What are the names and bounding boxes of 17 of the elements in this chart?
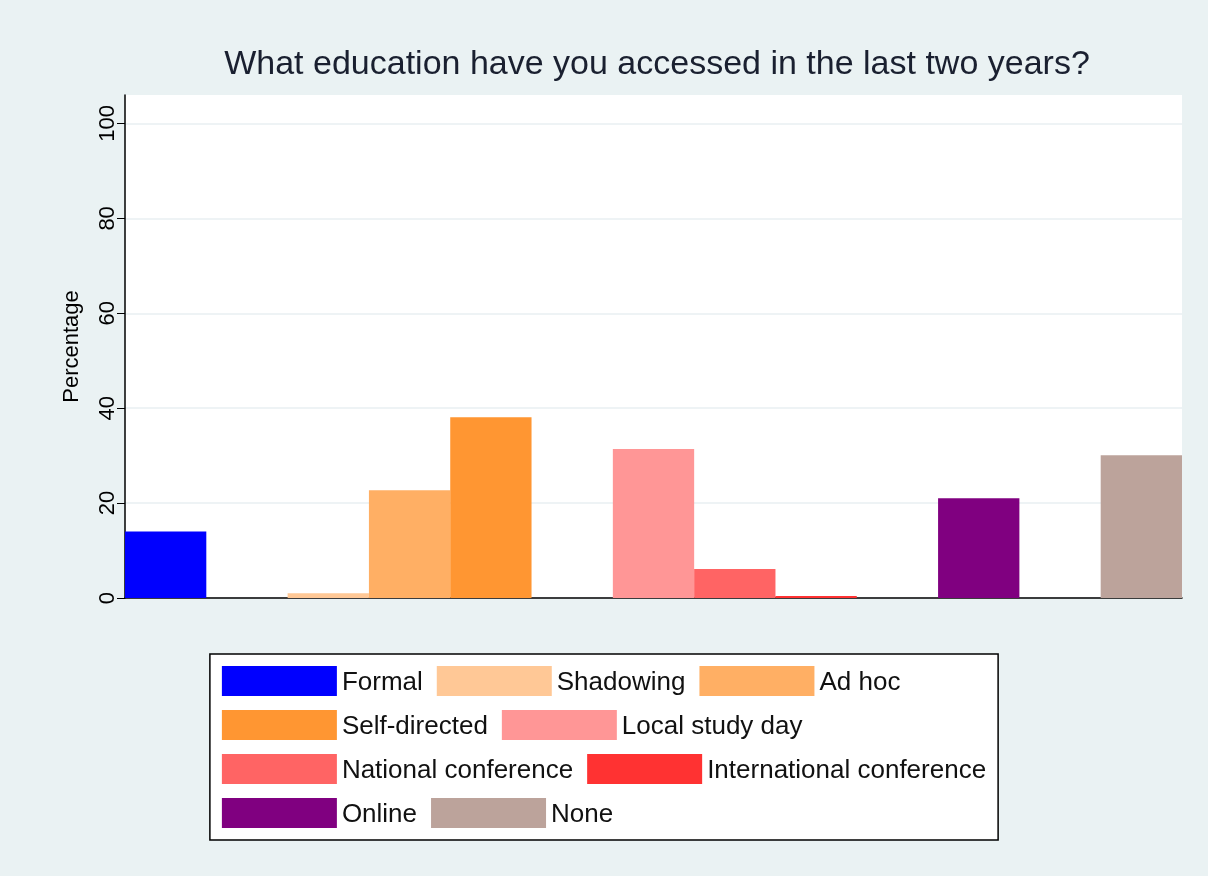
legend-label: Ad hoc <box>819 666 901 696</box>
legend-label: Formal <box>341 666 423 696</box>
y-tick-label: 100 <box>93 105 119 142</box>
y-tick-label: 20 <box>93 490 119 516</box>
y-tick-label: 40 <box>93 395 119 421</box>
y-axis-title: Percentage <box>57 290 83 403</box>
legend-label: None <box>551 798 614 828</box>
legend-label: International conference <box>707 754 987 784</box>
legend-label: Local study day <box>621 710 803 740</box>
y-tick-label: 0 <box>93 591 119 605</box>
chart-title: What education have you accessed in the last two years? <box>224 43 1090 81</box>
legend-label: National conference <box>341 754 574 784</box>
y-tick-label: 60 <box>93 301 119 326</box>
y-tick-label: 80 <box>93 206 119 231</box>
legend-label: Shadowing <box>556 666 686 696</box>
legend-label: Self-directed <box>341 710 488 740</box>
legend-label: Online <box>341 798 418 828</box>
